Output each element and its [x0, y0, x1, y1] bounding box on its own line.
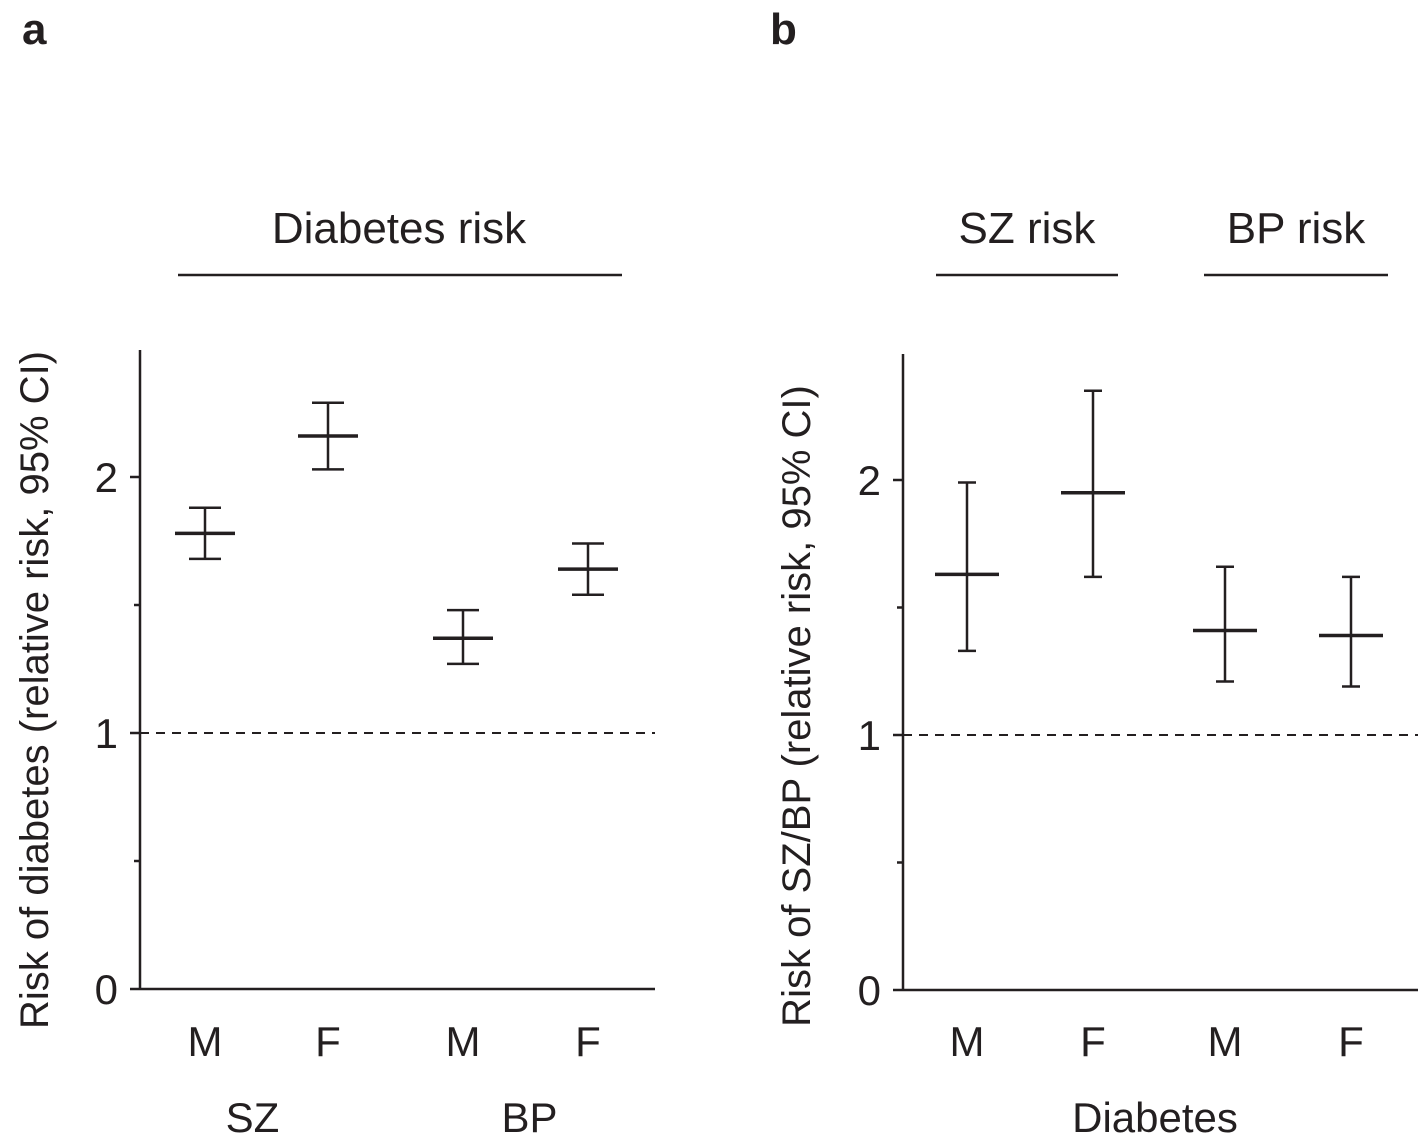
panel-a-letter: a [22, 5, 47, 54]
panel-a: a Diabetes risk Risk of diabetes (relati… [13, 5, 655, 1141]
panel-a-category-label-1: F [315, 1018, 341, 1065]
panel-b-y-axis-title: Risk of SZ/BP (relative risk, 95% CI) [775, 385, 819, 1027]
panel-b-top-group-labels: SZ risk BP risk [936, 204, 1388, 277]
panel-b-category-label-0: M [950, 1018, 985, 1065]
panel-b-top-group-label-0: SZ risk [959, 204, 1097, 253]
panel-b-ytick-label-2: 2 [858, 457, 881, 504]
panel-a-errorbar-0 [175, 506, 235, 561]
panel-b-ticks: 0 1 2 [858, 457, 903, 1014]
panel-b-x-axis-title: Diabetes [1072, 1094, 1238, 1141]
panel-b-axes [901, 354, 1418, 992]
panel-b-errorbar-3 [1319, 575, 1383, 688]
panel-a-group-labels: SZ BP [226, 1094, 558, 1141]
panel-a-errorbar-2 [433, 608, 493, 666]
panel-a-title: Diabetes risk [272, 204, 527, 253]
panel-a-category-label-0: M [188, 1018, 223, 1065]
panel-b: b Risk of SZ/BP (relative risk, 95% CI) … [770, 5, 1418, 1141]
panel-b-category-label-2: M [1208, 1018, 1243, 1065]
panel-a-group-label-0: SZ [226, 1094, 280, 1141]
panel-b-ytick-label-0: 0 [858, 967, 881, 1014]
panel-b-marks [935, 389, 1383, 688]
panel-a-ytick-label-1: 1 [95, 710, 118, 757]
panel-b-category-label-3: F [1338, 1018, 1364, 1065]
panel-a-category-label-3: F [575, 1018, 601, 1065]
panel-a-category-label-2: M [446, 1018, 481, 1065]
panel-a-errorbar-1 [298, 401, 358, 471]
panel-a-errorbar-3 [558, 542, 618, 597]
panel-a-ticks: 0 1 2 [95, 454, 140, 1013]
panel-b-letter: b [770, 5, 797, 54]
panel-b-errorbar-1 [1061, 389, 1125, 579]
panel-a-group-label-1: BP [501, 1094, 557, 1141]
panel-b-ytick-label-1: 1 [858, 712, 881, 759]
panel-a-y-axis-title: Risk of diabetes (relative risk, 95% CI) [13, 351, 57, 1029]
panel-b-errorbar-2 [1193, 565, 1257, 683]
panel-b-errorbar-0 [935, 481, 999, 653]
panel-a-ytick-label-2: 2 [95, 454, 118, 501]
panel-b-category-label-1: F [1080, 1018, 1106, 1065]
panel-a-axes [138, 350, 655, 991]
panel-b-top-group-label-1: BP risk [1227, 204, 1367, 253]
panel-a-marks [175, 401, 618, 666]
panel-a-ytick-label-0: 0 [95, 966, 118, 1013]
